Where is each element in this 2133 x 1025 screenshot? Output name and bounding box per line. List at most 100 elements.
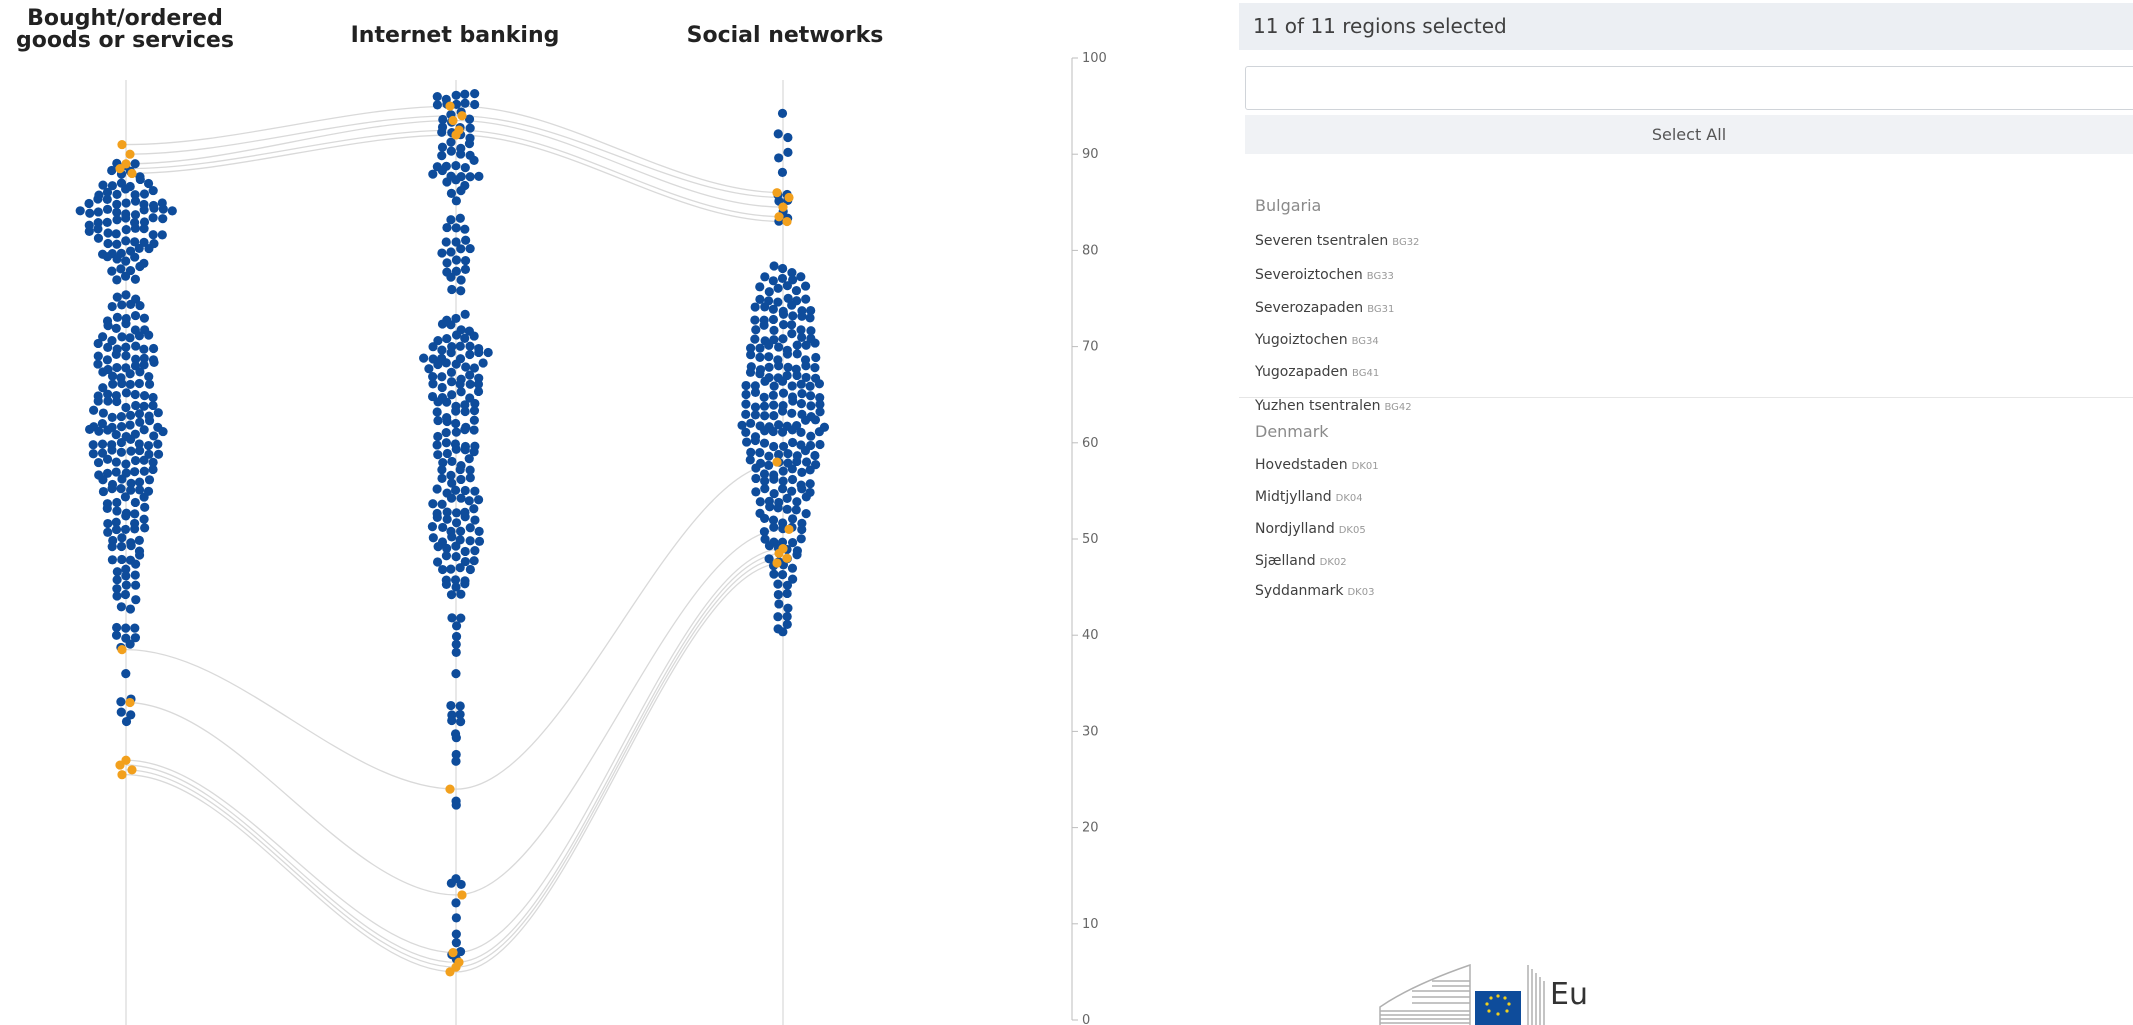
region-dot	[130, 455, 141, 466]
region-item[interactable]: Yugozapaden BG41	[1255, 364, 1379, 380]
highlighted-region-dot	[117, 770, 127, 780]
region-dot	[451, 90, 461, 100]
region-dot	[442, 448, 452, 459]
region-item[interactable]: Midtjylland DK04	[1255, 489, 1363, 505]
region-dot	[787, 437, 798, 448]
region-code: DK03	[1347, 587, 1375, 598]
region-dot	[126, 710, 136, 720]
region-dot	[447, 532, 457, 542]
region-dot	[788, 275, 798, 285]
region-dot	[116, 411, 126, 422]
region-dot	[441, 438, 451, 448]
region-dot	[760, 426, 770, 436]
region-dot	[438, 564, 448, 575]
region-item[interactable]: Syddanmark DK03	[1255, 583, 1374, 599]
region-dot	[149, 203, 159, 213]
region-dot	[791, 285, 802, 296]
region-item[interactable]: Severen tsentralen BG32	[1255, 233, 1419, 249]
group-divider	[1239, 397, 2133, 398]
region-dot	[801, 361, 811, 371]
region-item[interactable]: Hovedstaden DK01	[1255, 457, 1379, 473]
highlighted-region-dot	[772, 457, 782, 467]
region-dot	[814, 427, 824, 437]
region-item[interactable]: Sjælland DK02	[1255, 553, 1347, 569]
region-dot	[446, 590, 457, 600]
region-dot	[130, 623, 140, 633]
region-dot	[442, 333, 452, 344]
region-dot	[460, 400, 470, 410]
region-dot	[759, 513, 770, 524]
region-item[interactable]: Severozapaden BG31	[1255, 300, 1394, 316]
region-dot	[167, 206, 177, 216]
highlighted-region-dot	[115, 164, 125, 174]
region-dot	[98, 332, 108, 342]
highlighted-region-dot	[127, 765, 137, 775]
region-dot	[158, 214, 168, 224]
region-dot	[782, 580, 793, 590]
region-dot	[460, 546, 470, 557]
region-dot	[787, 329, 797, 339]
region-dot	[745, 455, 755, 465]
region-dot	[801, 294, 811, 304]
region-dot	[130, 509, 140, 519]
region-dot	[153, 449, 164, 459]
region-item[interactable]: Yugoiztochen BG34	[1255, 332, 1379, 348]
region-dot	[112, 575, 122, 585]
region-dot	[447, 613, 457, 623]
region-dot	[135, 485, 145, 495]
region-item[interactable]: Severoiztochen BG33	[1255, 267, 1394, 283]
region-dot	[125, 410, 136, 421]
region-dot	[769, 441, 779, 452]
region-dot	[774, 342, 784, 352]
region-dot	[121, 236, 131, 246]
region-item[interactable]: Yuzhen tsentralen BG42	[1255, 398, 1412, 414]
region-item[interactable]: Nordjylland DK05	[1255, 521, 1366, 537]
region-dot	[460, 425, 470, 435]
region-dot	[465, 349, 475, 360]
region-dot	[97, 419, 108, 429]
select-all-button[interactable]: Select All	[1245, 115, 2133, 154]
region-dot	[470, 546, 480, 556]
region-dot	[446, 215, 456, 225]
region-dot	[755, 448, 765, 458]
region-dot	[433, 359, 443, 370]
region-dot	[773, 283, 783, 293]
region-dot	[102, 252, 113, 262]
region-dot	[112, 497, 122, 508]
region-dot	[102, 187, 113, 197]
region-name: Nordjylland	[1255, 521, 1335, 537]
region-dot	[148, 392, 158, 403]
region-dot	[782, 281, 792, 291]
region-dot	[111, 349, 121, 359]
region-dot	[470, 486, 480, 496]
region-dot	[782, 619, 792, 630]
region-dot	[112, 189, 122, 199]
region-dot	[451, 733, 461, 743]
region-dot	[796, 272, 806, 282]
region-dot	[88, 449, 98, 459]
region-dot	[460, 556, 470, 567]
region-dot	[796, 399, 807, 409]
region-dot	[428, 379, 438, 389]
region-dot	[451, 518, 462, 528]
region-dot	[121, 511, 131, 521]
region-dot	[460, 406, 470, 417]
region-dot	[741, 427, 751, 437]
region-dot	[120, 492, 131, 502]
region-dot	[473, 379, 484, 389]
region-dot	[93, 194, 103, 204]
region-dot	[782, 611, 792, 622]
region-dot	[801, 492, 811, 502]
region-search-input[interactable]	[1245, 66, 2133, 110]
region-dot	[121, 669, 131, 679]
region-dot	[741, 409, 751, 420]
region-dot	[787, 268, 797, 278]
region-dot	[800, 415, 811, 425]
region-dot	[741, 399, 751, 409]
region-dot	[746, 350, 756, 360]
region-dot	[456, 387, 466, 397]
highlighted-region-dot	[784, 524, 794, 534]
region-dot	[125, 369, 135, 379]
